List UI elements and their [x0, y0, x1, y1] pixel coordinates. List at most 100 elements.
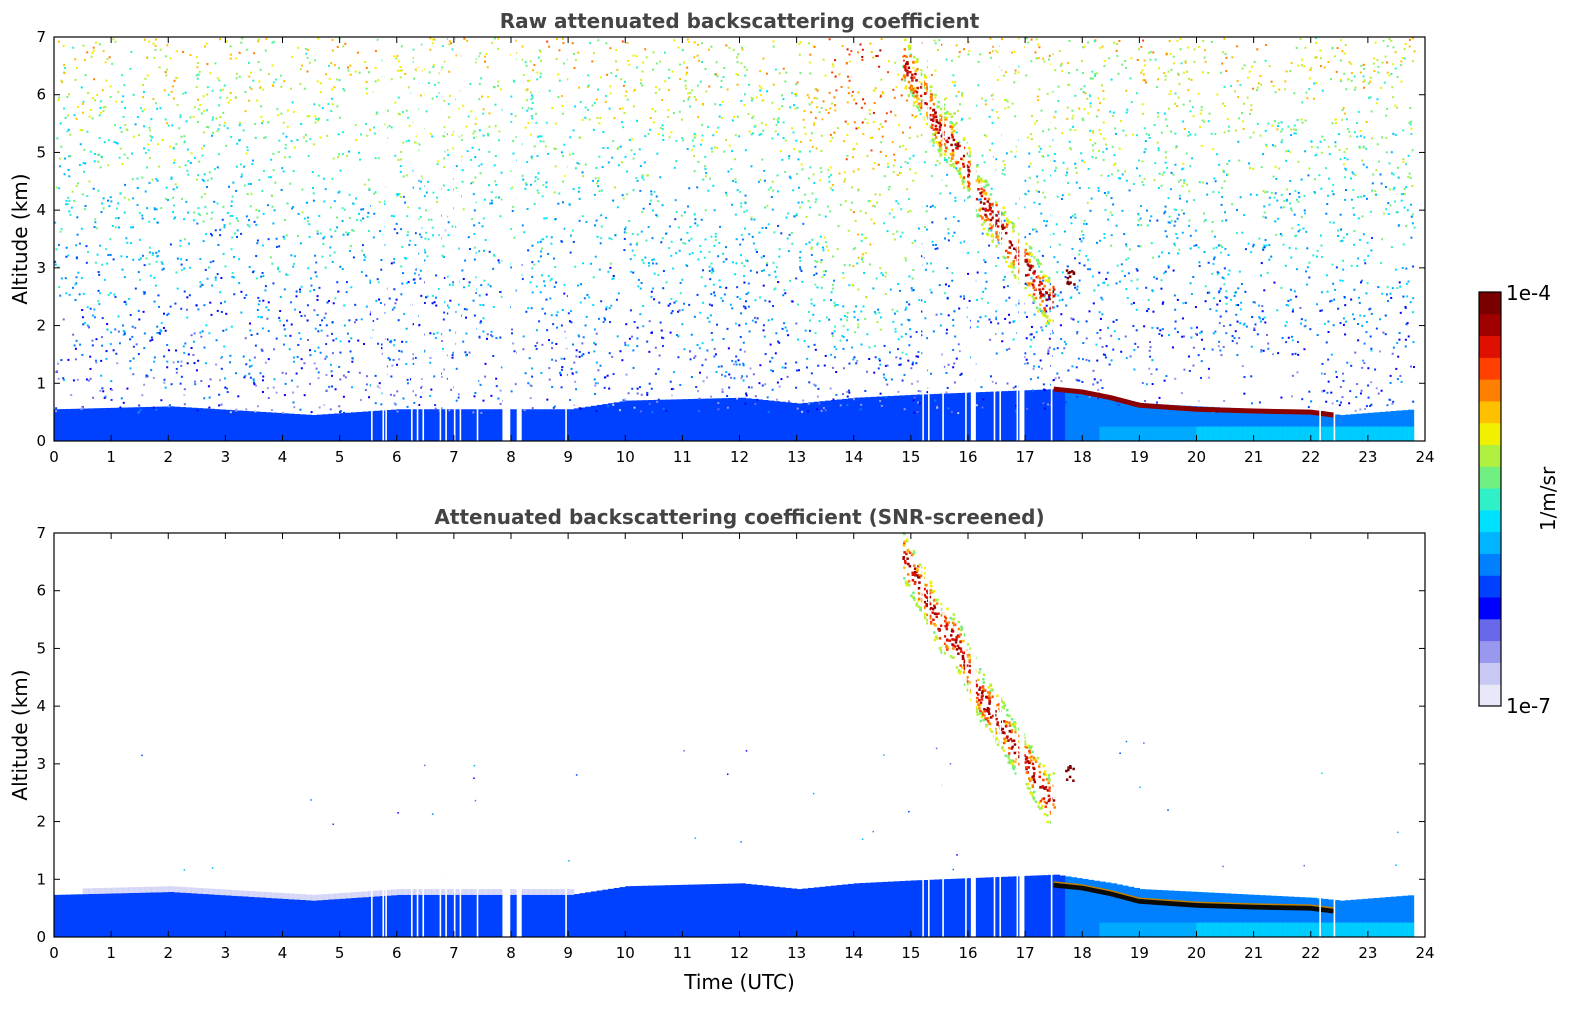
noise-point — [56, 137, 59, 140]
noise-point — [216, 309, 219, 312]
noise-point — [1262, 247, 1265, 250]
noise-point — [158, 165, 161, 168]
boundary-layer-column — [65, 408, 72, 441]
noise-point — [594, 382, 597, 385]
noise-point — [759, 296, 762, 299]
noise-point — [331, 177, 334, 180]
boundary-layer-column — [710, 398, 718, 441]
noise-point — [1096, 381, 1099, 384]
noise-point — [784, 139, 787, 142]
noise-point — [429, 37, 432, 40]
noise-point — [1060, 313, 1063, 316]
noise-point — [721, 299, 724, 302]
noise-point — [592, 276, 595, 279]
noise-point — [1174, 92, 1177, 95]
boundary-layer-column — [1133, 402, 1140, 441]
near-ground-band — [1219, 426, 1226, 441]
noise-point — [1024, 192, 1027, 195]
boundary-layer-column — [271, 412, 278, 441]
noise-point — [199, 281, 202, 284]
boundary-layer-column — [425, 409, 432, 441]
noise-point — [742, 305, 745, 308]
noise-point — [1365, 292, 1368, 295]
noise-point — [813, 383, 816, 386]
noise-point — [1280, 396, 1283, 399]
noise-point — [1089, 129, 1092, 132]
noise-point — [713, 146, 716, 149]
noise-point — [1115, 224, 1118, 227]
noise-point — [742, 364, 745, 367]
noise-point — [1101, 313, 1104, 316]
noise-point — [1374, 368, 1377, 371]
noise-point — [437, 287, 440, 290]
noise-point — [765, 90, 768, 93]
noise-point — [921, 334, 924, 337]
noise-point — [530, 384, 533, 387]
noise-point — [691, 252, 694, 255]
noise-point — [1291, 353, 1294, 356]
noise-point — [873, 162, 876, 165]
noise-point — [206, 93, 209, 96]
boundary-layer-column — [202, 408, 209, 441]
boundary-layer-column — [1099, 395, 1106, 441]
noise-point — [817, 364, 820, 367]
noise-point — [981, 232, 984, 235]
noise-point — [904, 259, 907, 262]
noise-point — [691, 139, 694, 142]
noise-point — [490, 394, 493, 397]
noise-point — [1037, 365, 1040, 368]
noise-point — [368, 396, 371, 399]
noise-point — [1387, 202, 1390, 205]
noise-point — [1249, 167, 1252, 170]
near-ground-band — [1150, 426, 1158, 441]
noise-point — [1382, 39, 1385, 42]
noise-point — [588, 118, 591, 121]
noise-point — [740, 205, 743, 208]
noise-point — [648, 320, 651, 323]
noise-point — [591, 104, 594, 107]
noise-point — [1161, 328, 1164, 331]
noise-point — [1181, 185, 1184, 188]
noise-point — [378, 298, 381, 301]
noise-point — [782, 294, 785, 297]
noise-point — [1242, 323, 1245, 326]
noise-point — [1078, 292, 1081, 295]
noise-point — [283, 328, 286, 331]
noise-point — [257, 315, 260, 318]
noise-point — [754, 321, 757, 324]
noise-point — [876, 321, 879, 324]
noise-point — [399, 69, 402, 72]
noise-point — [443, 255, 446, 258]
noise-point — [675, 210, 678, 213]
noise-point — [554, 122, 557, 125]
noise-point — [243, 165, 246, 168]
noise-point — [982, 290, 985, 293]
noise-point — [809, 319, 812, 322]
noise-point — [1320, 309, 1323, 312]
noise-point — [243, 296, 246, 299]
noise-point — [1071, 125, 1074, 128]
noise-point — [1124, 59, 1127, 62]
noise-point — [578, 219, 581, 222]
noise-point — [808, 150, 811, 153]
noise-point — [69, 213, 72, 216]
noise-point — [298, 332, 301, 335]
noise-point — [1362, 233, 1365, 236]
noise-point — [1213, 297, 1216, 300]
noise-point — [1308, 261, 1311, 264]
noise-point — [497, 397, 500, 400]
noise-point — [1254, 323, 1257, 326]
noise-point — [469, 158, 472, 161]
noise-point — [443, 368, 446, 371]
noise-point — [1409, 301, 1412, 304]
noise-point — [873, 310, 876, 313]
noise-point — [1112, 203, 1115, 206]
noise-point — [1294, 189, 1297, 192]
noise-point — [411, 357, 414, 360]
noise-point — [1014, 155, 1017, 158]
noise-point — [1040, 326, 1043, 329]
noise-point — [852, 148, 855, 151]
noise-point — [1223, 399, 1226, 402]
noise-point — [1339, 385, 1342, 388]
noise-point — [400, 45, 403, 48]
